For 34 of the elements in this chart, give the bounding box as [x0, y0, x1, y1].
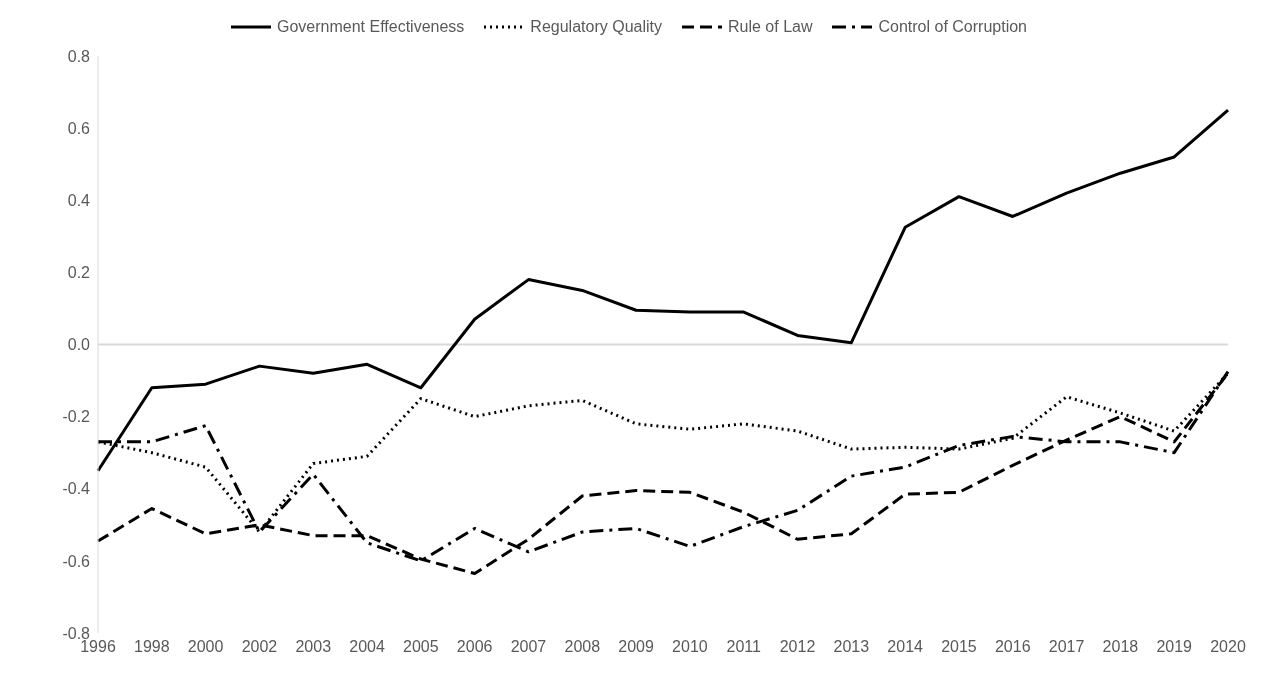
x-tick-label: 2014 — [887, 638, 924, 656]
x-tick-label: 2020 — [1210, 638, 1246, 656]
x-tick-label: 2004 — [349, 638, 385, 656]
y-tick-label: 0.0 — [67, 336, 91, 354]
x-tick-label: 2016 — [994, 638, 1031, 656]
x-tick-label: 2009 — [618, 638, 654, 656]
legend-label: Regulatory Quality — [530, 18, 662, 36]
legend-label: Rule of Law — [727, 18, 813, 36]
x-tick-label: 2013 — [833, 638, 870, 656]
y-tick-label: 0.2 — [67, 264, 91, 282]
x-tick-label: 2019 — [1156, 638, 1193, 656]
x-tick-label: 2007 — [510, 638, 547, 656]
x-tick-label: 2011 — [726, 638, 762, 656]
x-tick-label: 2017 — [1048, 638, 1085, 656]
y-tick-label: 0.8 — [67, 47, 91, 65]
x-tick-label: 2003 — [295, 638, 332, 656]
y-tick-label: -0.4 — [62, 480, 91, 498]
x-tick-label: 2006 — [456, 638, 493, 656]
x-tick-label: 2005 — [403, 638, 439, 656]
y-tick-label: -0.2 — [62, 408, 91, 426]
x-tick-label: 2015 — [941, 638, 977, 656]
y-tick-label: 0.4 — [67, 191, 91, 209]
x-tick-label: 1998 — [134, 638, 170, 656]
legend-label: Control of Corruption — [878, 18, 1027, 36]
x-tick-label: 2008 — [564, 638, 601, 656]
x-tick-label: 2000 — [187, 638, 224, 656]
x-tick-label: 2018 — [1102, 638, 1139, 656]
x-tick-label: 2010 — [672, 638, 708, 656]
legend-label: Government Effectiveness — [277, 18, 465, 36]
x-tick-label: 2012 — [779, 638, 816, 656]
y-tick-label: -0.6 — [62, 552, 91, 570]
y-tick-label: 0.6 — [67, 119, 91, 137]
x-tick-label: 1996 — [80, 638, 116, 656]
x-tick-label: 2002 — [241, 638, 278, 656]
